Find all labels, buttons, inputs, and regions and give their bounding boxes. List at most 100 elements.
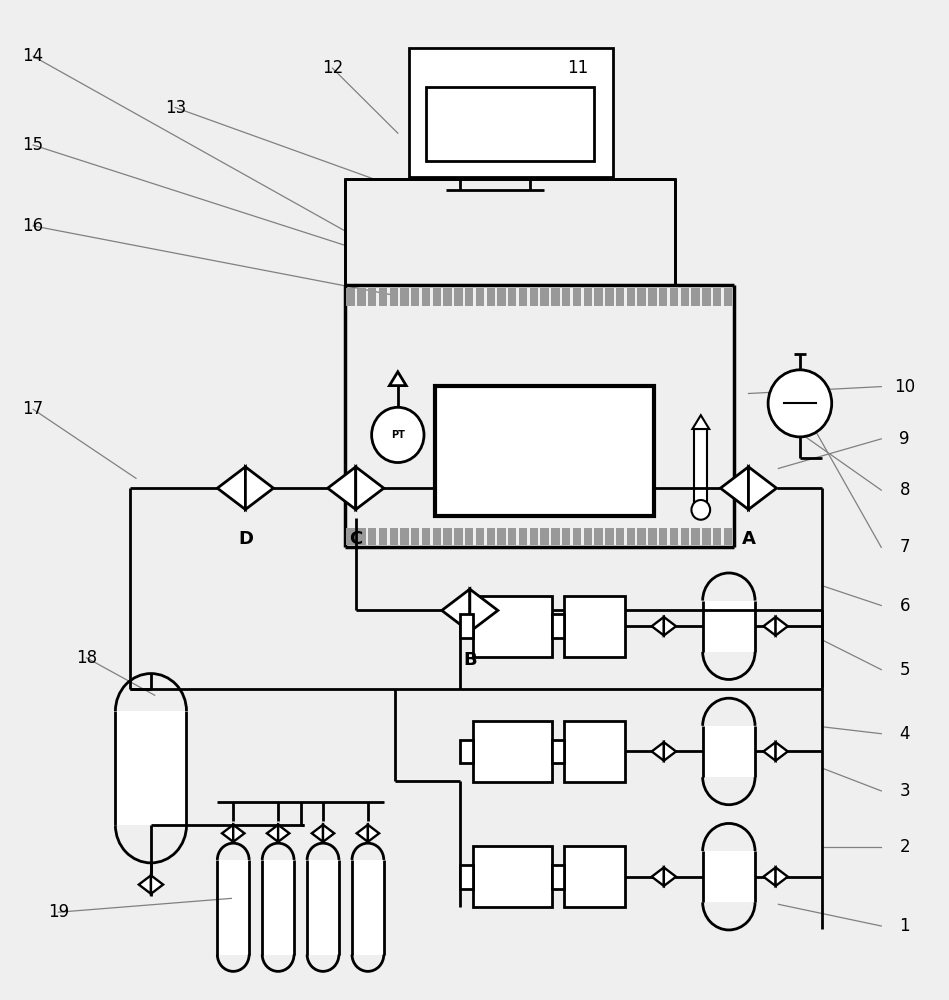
Bar bbox=[691, 288, 699, 306]
Polygon shape bbox=[442, 589, 470, 632]
Bar bbox=[670, 288, 679, 306]
Bar bbox=[702, 601, 755, 652]
Bar bbox=[497, 288, 506, 306]
Polygon shape bbox=[775, 617, 788, 635]
Text: B: B bbox=[463, 651, 476, 669]
Polygon shape bbox=[222, 825, 233, 842]
Bar bbox=[426, 87, 594, 161]
Bar bbox=[411, 528, 419, 545]
Text: 16: 16 bbox=[23, 217, 44, 235]
Text: 15: 15 bbox=[23, 136, 44, 154]
Polygon shape bbox=[693, 415, 709, 429]
Bar bbox=[680, 288, 689, 306]
Bar bbox=[713, 528, 721, 545]
Bar bbox=[552, 865, 565, 889]
Bar bbox=[465, 288, 474, 306]
Polygon shape bbox=[749, 467, 776, 509]
Bar bbox=[475, 528, 484, 545]
Bar bbox=[473, 721, 552, 782]
Bar bbox=[616, 288, 624, 306]
Bar bbox=[519, 528, 528, 545]
Circle shape bbox=[692, 500, 710, 520]
Circle shape bbox=[372, 407, 424, 463]
Bar bbox=[724, 528, 732, 545]
Bar bbox=[626, 528, 635, 545]
Bar bbox=[473, 596, 552, 657]
Bar bbox=[565, 846, 625, 907]
Text: 12: 12 bbox=[322, 59, 343, 77]
Bar bbox=[508, 528, 516, 545]
Bar bbox=[702, 851, 755, 902]
Bar bbox=[702, 528, 711, 545]
Bar bbox=[530, 528, 538, 545]
Bar bbox=[605, 288, 613, 306]
Polygon shape bbox=[357, 825, 368, 842]
Polygon shape bbox=[664, 742, 676, 761]
Circle shape bbox=[768, 370, 831, 437]
Bar bbox=[346, 528, 355, 545]
Polygon shape bbox=[368, 825, 379, 842]
Bar bbox=[551, 528, 560, 545]
Polygon shape bbox=[763, 867, 775, 886]
Bar bbox=[695, 429, 707, 510]
Polygon shape bbox=[312, 825, 323, 842]
Bar bbox=[573, 288, 581, 306]
Bar bbox=[562, 288, 570, 306]
Bar bbox=[487, 288, 495, 306]
Bar bbox=[346, 288, 355, 306]
Bar bbox=[659, 288, 667, 306]
Bar bbox=[460, 740, 473, 763]
Bar bbox=[670, 528, 679, 545]
Bar bbox=[455, 288, 462, 306]
Bar bbox=[307, 860, 339, 955]
Polygon shape bbox=[652, 617, 664, 635]
Bar bbox=[680, 528, 689, 545]
Text: 14: 14 bbox=[23, 47, 44, 65]
Bar bbox=[508, 288, 516, 306]
Bar bbox=[626, 288, 635, 306]
Bar bbox=[389, 288, 398, 306]
Bar bbox=[422, 288, 430, 306]
Bar bbox=[379, 288, 387, 306]
Polygon shape bbox=[664, 867, 676, 886]
Bar bbox=[648, 528, 657, 545]
Bar bbox=[368, 528, 377, 545]
Bar bbox=[465, 528, 474, 545]
Polygon shape bbox=[775, 742, 788, 761]
Bar bbox=[487, 528, 495, 545]
Polygon shape bbox=[720, 467, 749, 509]
Polygon shape bbox=[246, 467, 273, 509]
Bar bbox=[702, 288, 711, 306]
Bar bbox=[455, 528, 462, 545]
Text: C: C bbox=[349, 530, 363, 548]
Polygon shape bbox=[267, 825, 278, 842]
Text: 11: 11 bbox=[567, 59, 588, 77]
Text: PT: PT bbox=[391, 430, 405, 440]
Bar bbox=[594, 288, 603, 306]
Bar bbox=[638, 528, 646, 545]
Bar bbox=[436, 386, 654, 516]
Bar bbox=[648, 288, 657, 306]
Polygon shape bbox=[278, 825, 289, 842]
Polygon shape bbox=[664, 617, 676, 635]
Text: 13: 13 bbox=[164, 99, 186, 117]
Text: 19: 19 bbox=[47, 903, 69, 921]
Bar bbox=[116, 711, 187, 825]
Polygon shape bbox=[151, 875, 163, 894]
Bar bbox=[409, 48, 613, 177]
Bar bbox=[433, 288, 441, 306]
Polygon shape bbox=[652, 742, 664, 761]
Polygon shape bbox=[763, 617, 775, 635]
Bar bbox=[552, 614, 565, 638]
Bar bbox=[497, 528, 506, 545]
Bar bbox=[345, 179, 675, 285]
Polygon shape bbox=[139, 875, 151, 894]
Text: 4: 4 bbox=[900, 725, 910, 743]
Bar bbox=[400, 528, 409, 545]
Bar bbox=[638, 288, 646, 306]
Polygon shape bbox=[233, 825, 245, 842]
Bar bbox=[540, 528, 549, 545]
Bar bbox=[443, 528, 452, 545]
Text: A: A bbox=[741, 530, 755, 548]
Text: 9: 9 bbox=[900, 430, 910, 448]
